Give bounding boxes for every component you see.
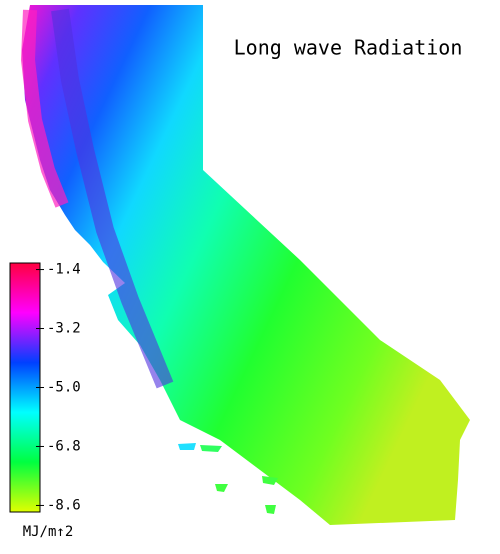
colorbar-unit: MJ/m↑2 [23,524,74,540]
northern-band [51,8,174,389]
colorbar-tick-label: -8.6 [47,497,81,513]
colorbar-tick-label: -6.8 [47,438,81,454]
island [215,484,228,492]
island [265,505,276,514]
coastal-band [20,9,69,208]
state-shape [22,5,470,525]
california-map [20,5,470,525]
island [200,445,222,452]
map-title: Long wave Radiation [234,36,463,60]
colorbar-tick-label: -5.0 [47,380,81,396]
island [178,443,196,450]
island [262,476,278,485]
colorbar [9,262,41,513]
colorbar-tick-label: -3.2 [47,321,81,337]
colorbar-tick-label: -1.4 [47,262,81,278]
